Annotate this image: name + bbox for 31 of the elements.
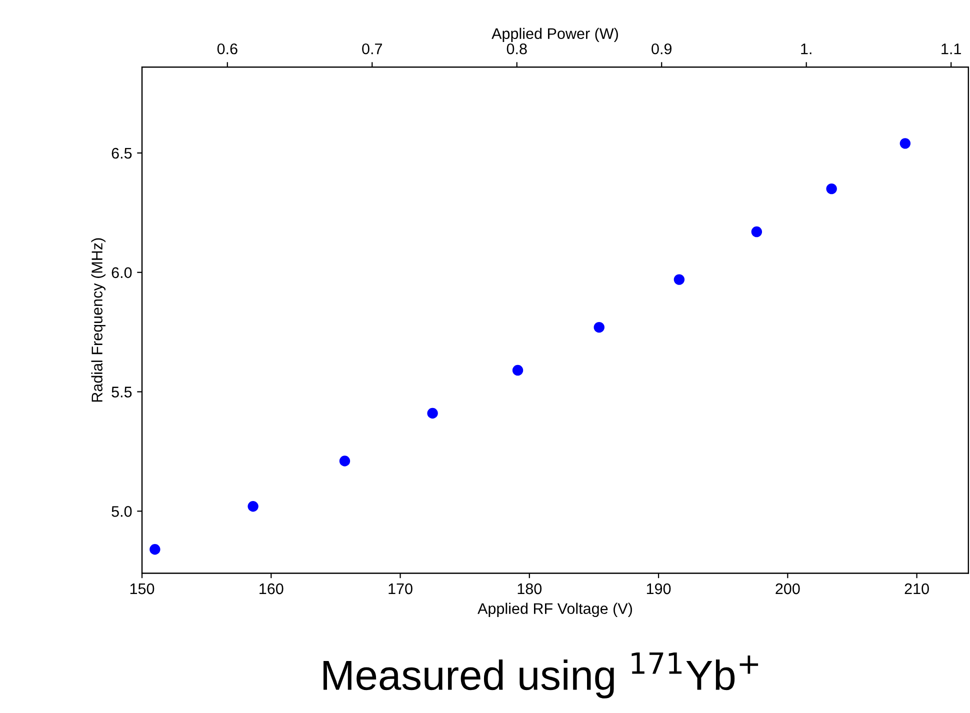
x-axis-title: Applied RF Voltage (V) (478, 602, 632, 618)
y-tick-label: 5.0 (112, 506, 132, 517)
x-tick-label: 150 (130, 583, 154, 594)
point (339, 456, 350, 466)
point (427, 408, 438, 419)
x2-tick-label: 1.1 (942, 44, 961, 54)
x-tick-label: 160 (260, 583, 284, 594)
y-tick-label: 6.5 (112, 148, 132, 159)
y-tick-label: 5.5 (112, 386, 132, 398)
point (751, 226, 762, 238)
text: Measured using $^{171}$Yb$^{+}$ (324, 652, 758, 698)
x-tick-label: 210 (904, 583, 929, 594)
x2-tick-label: 0.8 (506, 43, 527, 54)
x-tick-label: 170 (388, 583, 412, 594)
point (674, 274, 685, 285)
x-tick-label: 190 (646, 583, 671, 594)
point (150, 544, 160, 555)
y-tick-label: 6.0 (112, 267, 132, 278)
point (512, 364, 524, 376)
x2-axis-title: Applied Power (W) (492, 28, 618, 42)
point (248, 501, 258, 512)
point (900, 138, 911, 149)
x2-tick-label: 0.6 (217, 43, 238, 54)
point (826, 183, 837, 194)
x-tick-label: 180 (518, 583, 542, 594)
x-tick-label: 200 (776, 583, 800, 594)
x2-tick-label: 1. (801, 44, 812, 54)
x2-tick-label: 0.9 (652, 43, 672, 54)
point (594, 322, 604, 333)
x2-tick-label: 0.7 (362, 43, 382, 54)
y-axis-title: Radial Frequency (MHz) (91, 238, 106, 402)
